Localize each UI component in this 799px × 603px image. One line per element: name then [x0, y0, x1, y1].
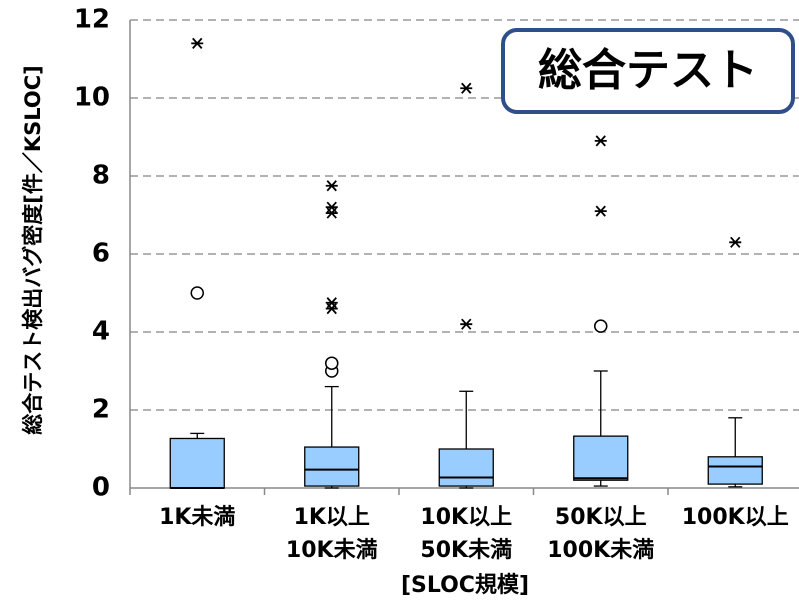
outlier-point: [325, 356, 339, 370]
box: [169, 437, 225, 489]
extreme-point: [460, 82, 473, 94]
annotation: 総合テスト: [538, 45, 758, 96]
extreme-point: [594, 205, 607, 217]
extreme-point: [594, 135, 607, 147]
extreme-point: [325, 180, 338, 192]
box: [573, 435, 629, 481]
x-tick-label-line: 10K以上: [420, 505, 512, 530]
x-tick-label-line: 10K未満: [286, 537, 378, 563]
x-tick-label-line: 100K未満: [547, 537, 654, 563]
y-axis-label: 総合テスト検出バグ密度[件／KSLOC]: [21, 65, 45, 435]
y-tick-label: 0: [92, 473, 110, 503]
y-tick-label: 4: [92, 317, 110, 347]
box: [438, 448, 494, 487]
y-tick-label: 2: [92, 395, 110, 425]
x-tick-label: 10K以上 50K未満: [420, 505, 512, 563]
x-tick-label: 1K以上 10K未満: [286, 505, 378, 563]
annotation-box: [501, 28, 795, 114]
outlier-point: [594, 319, 608, 333]
x-tick-label-line: 50K以上: [555, 505, 647, 530]
y-tick-label: 6: [92, 239, 110, 269]
extreme-point: [325, 201, 338, 213]
extreme-point: [325, 207, 338, 219]
x-tick-label: 1K未満: [159, 504, 235, 530]
x-tick-label: 100K以上: [682, 505, 789, 530]
x-tick-label: 50K以上 100K未満: [547, 505, 654, 563]
extreme-point: [729, 236, 742, 248]
extreme-point: [325, 302, 338, 315]
box: [707, 456, 763, 485]
y-tick-label: 12: [74, 5, 110, 35]
y-tick-label: 10: [74, 83, 110, 113]
box: [304, 446, 360, 487]
x-tick-label-line: 1K未満: [159, 504, 235, 530]
y-tick-label: 8: [92, 161, 110, 191]
extreme-point: [460, 318, 473, 330]
x-tick-label-line: 50K未満: [420, 537, 512, 563]
x-tick-label-line: 100K以上: [682, 505, 789, 530]
extreme-point: [191, 37, 204, 50]
x-axis-label: [SLOC規模]: [401, 573, 529, 598]
extreme-point: [325, 297, 338, 309]
outlier-point: [190, 286, 204, 300]
x-tick-label-line: 1K以上: [294, 505, 370, 530]
